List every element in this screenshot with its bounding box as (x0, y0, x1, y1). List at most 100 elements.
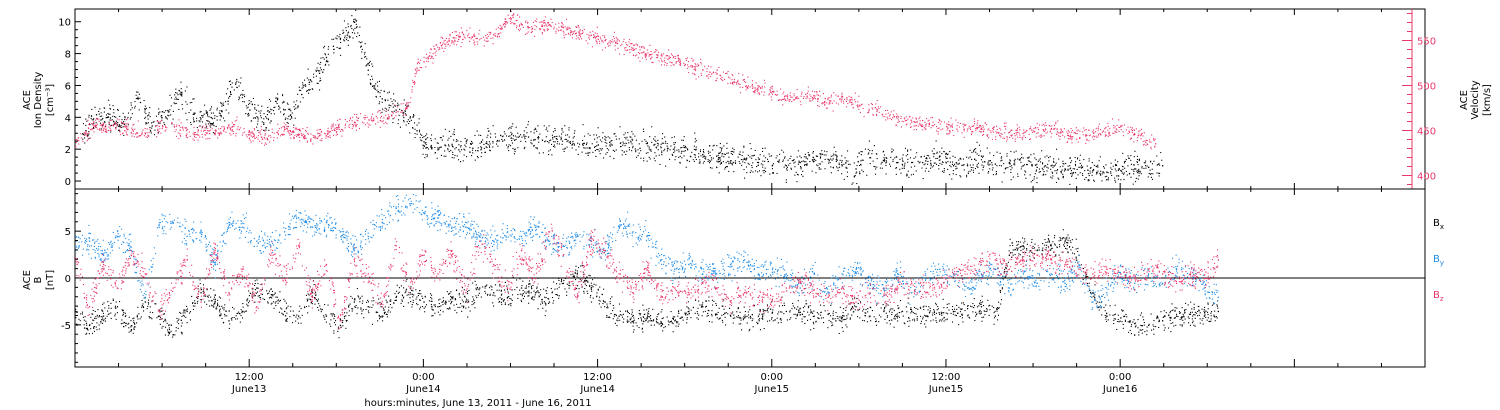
velocity-point (134, 128, 136, 130)
velocity-point (127, 118, 129, 120)
velocity-point (130, 131, 132, 133)
density-point (786, 169, 788, 171)
velocity-point (202, 136, 204, 138)
velocity-point (863, 116, 865, 118)
velocity-point (263, 144, 265, 146)
density-point (628, 147, 630, 149)
density-point (448, 130, 450, 132)
bx-point (1195, 312, 1197, 314)
density-point (763, 155, 765, 157)
velocity-point (497, 27, 499, 29)
density-point (185, 101, 187, 103)
velocity-point (257, 138, 259, 140)
velocity-point (604, 40, 606, 42)
velocity-point (157, 133, 159, 135)
density-point (328, 64, 330, 66)
density-point (723, 156, 725, 158)
velocity-point (473, 33, 475, 35)
velocity-point (160, 132, 162, 134)
velocity-point (356, 119, 358, 121)
density-point (956, 167, 958, 169)
velocity-point (486, 33, 488, 35)
velocity-point (453, 43, 455, 45)
velocity-point (106, 130, 108, 132)
velocity-point (626, 50, 628, 52)
density-point (494, 133, 496, 135)
density-point (1132, 169, 1134, 171)
velocity-point (194, 131, 196, 133)
velocity-point (884, 116, 886, 118)
density-point (533, 139, 535, 141)
velocity-point (669, 61, 671, 63)
velocity-point (909, 116, 911, 118)
density-point (207, 113, 209, 115)
density-point (459, 151, 461, 153)
density-point (205, 127, 207, 129)
density-point (492, 146, 494, 148)
density-point (671, 137, 673, 139)
velocity-point (380, 112, 382, 114)
velocity-point (745, 85, 747, 87)
velocity-point (686, 57, 688, 59)
velocity-point (497, 35, 499, 37)
velocity-point (937, 131, 939, 133)
velocity-point (1115, 128, 1117, 130)
velocity-point (449, 35, 451, 37)
density-point (139, 101, 141, 103)
velocity-point (677, 55, 679, 57)
density-point (1069, 157, 1071, 159)
density-point (261, 105, 263, 107)
density-point (609, 137, 611, 139)
density-point (605, 139, 607, 141)
velocity-point (507, 14, 509, 16)
velocity-point (273, 132, 275, 134)
density-point (679, 161, 681, 163)
velocity-point (563, 37, 565, 39)
density-point (220, 115, 222, 117)
density-point (1024, 170, 1026, 172)
density-point (157, 131, 159, 133)
velocity-point (482, 36, 484, 38)
velocity-point (200, 130, 202, 132)
density-point (629, 136, 631, 138)
density-point (94, 106, 96, 108)
bx-point (994, 315, 996, 317)
density-point (666, 148, 668, 150)
velocity-point (909, 123, 911, 125)
velocity-point (1010, 134, 1012, 136)
density-point (99, 108, 101, 110)
velocity-point (588, 34, 590, 36)
velocity-point (615, 37, 617, 39)
velocity-point (970, 128, 972, 130)
density-point (583, 142, 585, 145)
density-point (173, 102, 175, 104)
density-point (543, 125, 545, 127)
density-point (384, 107, 386, 109)
velocity-point (928, 119, 930, 121)
velocity-point (760, 87, 762, 89)
velocity-point (509, 20, 511, 22)
velocity-point (293, 137, 295, 139)
velocity-point (1062, 131, 1064, 133)
velocity-point (921, 126, 923, 128)
density-point (533, 129, 535, 131)
density-point (190, 124, 192, 126)
density-point (771, 164, 773, 166)
density-point (1099, 172, 1101, 174)
density-point (423, 145, 425, 147)
density-point (685, 166, 687, 168)
density-point (263, 123, 265, 125)
density-point (455, 140, 457, 142)
density-point (872, 160, 874, 162)
density-point (873, 165, 875, 167)
density-point (1136, 158, 1138, 160)
velocity-point (326, 130, 328, 132)
velocity-point (261, 139, 263, 141)
velocity-point (125, 126, 127, 128)
velocity-point (92, 124, 94, 126)
velocity-point (1146, 143, 1148, 145)
density-point (723, 153, 725, 155)
density-point (847, 150, 849, 152)
density-point (1034, 157, 1036, 159)
density-point (632, 147, 634, 149)
